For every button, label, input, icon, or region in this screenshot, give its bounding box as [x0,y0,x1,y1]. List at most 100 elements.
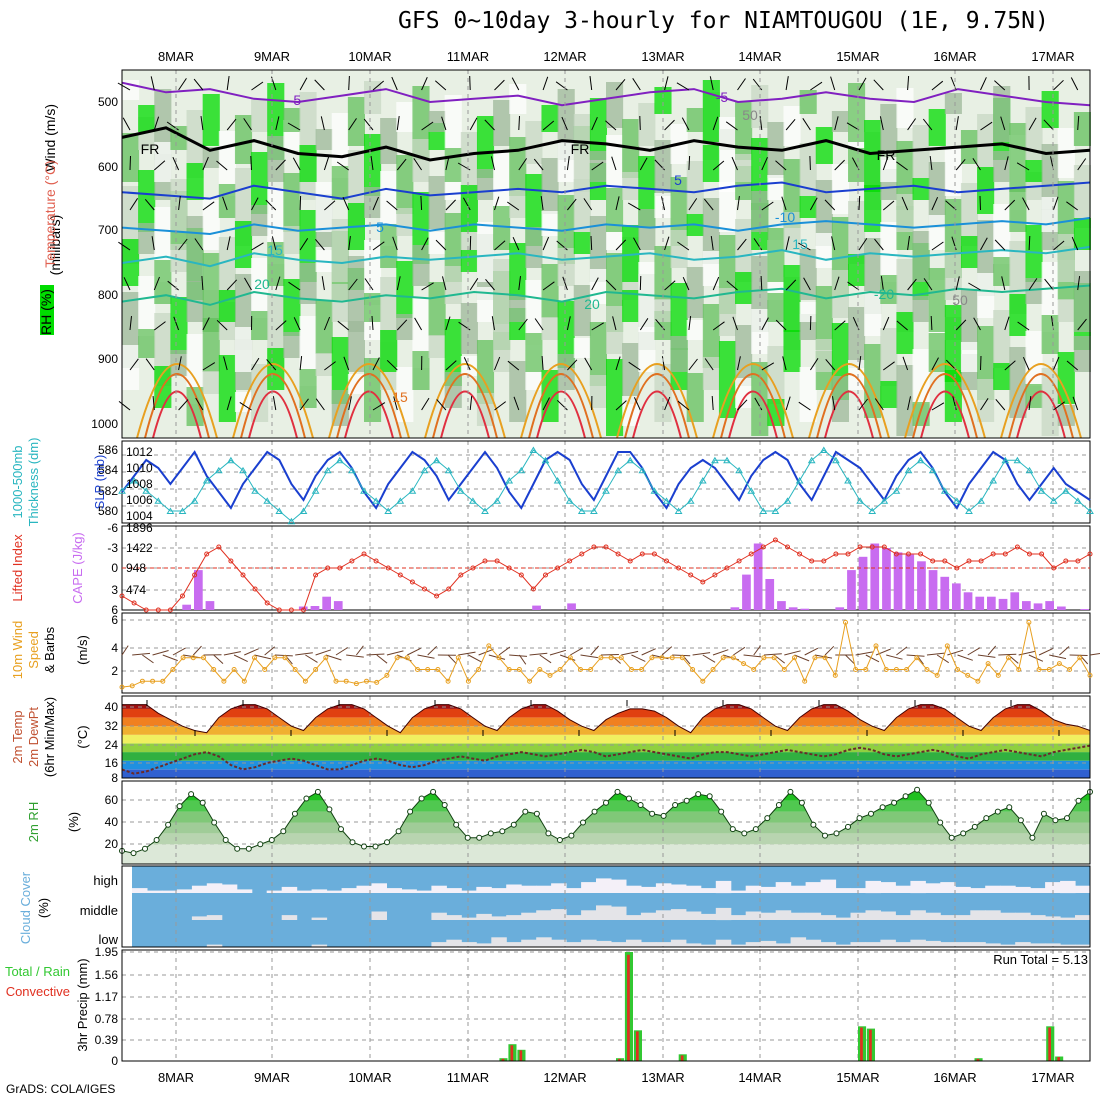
rh-shading-cell [541,158,559,214]
rh-shading-cell [444,213,462,282]
rh-shading-cell [476,169,495,200]
rh-shading-cell [735,219,753,282]
rh-shading-cell [799,196,817,218]
cloud-cover-cell [775,882,792,893]
wind-barb [824,199,836,211]
rh-shading-cell [573,179,591,232]
rh-shading-cell [170,350,188,376]
wind-barb [832,396,836,411]
contour-label: 50 [742,107,758,123]
rh-shading-cell [412,245,430,286]
wind-speed-point [802,678,808,684]
wind-barb-10m [233,654,248,663]
warm-contour [728,390,778,439]
lifted-index-point [603,544,609,550]
rh-shading-cell [686,267,704,318]
lifted-index-point [627,558,633,564]
wind-barb-10m [355,645,364,656]
rh-shading-cell [299,316,317,386]
rh-point [487,830,494,837]
rh-shading-cell [331,113,349,178]
cloud-cover-cell [1015,942,1031,947]
cloud-cover-cell [805,912,822,920]
rh-shading-cell [589,216,607,282]
cape-tick: 474 [126,583,146,597]
rh-point [257,841,264,848]
wind-barb-10m [254,654,272,660]
cape-bar [987,596,996,610]
thickness-point [565,497,574,504]
lifted-index-point [373,558,379,564]
rh-shading-cell [799,143,817,196]
thickness-tick: 586 [98,443,118,457]
cloud-cover-cell [581,939,597,947]
cloud-cover-cell [1045,943,1061,947]
wind-barb [955,116,959,131]
thickness-point [408,487,417,494]
wind-speed-point [639,667,645,672]
wind-barb [129,316,132,331]
temperature-band [122,769,1090,778]
wind-barb [712,276,720,291]
wind-speed-point [394,655,400,661]
wind-barb [226,396,232,411]
temperature-band [122,743,1090,753]
wind-barb-10m [121,645,129,656]
lifted-index-point [712,572,718,578]
wind-barb [494,79,505,91]
rh-point [407,808,414,815]
date-label-top: 9MAR [254,49,290,64]
cloud-cover-cell [461,890,477,893]
warm-contour [248,390,298,439]
wind-barb [445,316,451,331]
wind-barb [324,361,336,371]
temperature-contour [121,181,1091,200]
rh-shading-cell [686,320,704,340]
slp-tick: 1010 [126,461,153,475]
lifted-index-line [121,539,1091,611]
lifted-index-point [615,551,621,557]
cape-bar [765,579,775,610]
pressure-tick: 900 [98,352,118,366]
temperature-line [122,704,1091,734]
cloud-cover-cell [611,906,627,920]
cloud-cover-cell [700,944,717,947]
rh-shading-cell [912,296,930,322]
wind-barb [725,121,738,131]
lifted-index-point [567,558,573,564]
wind-barb [288,281,301,291]
rh-point [372,843,379,850]
cloud-cover-cell [925,883,941,893]
warm-contour [816,373,882,439]
wind-barb [810,81,823,91]
wind-barb [880,276,884,291]
wind-speed-point [343,678,349,684]
wind-barb [118,401,131,411]
rh-shading-cell [1025,331,1043,386]
cloud-cover-cell [521,912,537,920]
lifted-index-tick: 6 [111,603,118,617]
wind-speed-point [720,655,726,661]
rh-shading-cell [509,190,527,218]
wind-barb [293,317,301,331]
wind-barb-10m [458,651,476,656]
wind-barb [834,320,846,331]
rh-shading-cell [735,154,753,182]
lifted-index-point [942,558,948,564]
rh-point [660,812,667,819]
lifted-index-point [1014,544,1020,550]
wind-barb-10m [162,654,178,662]
cloud-level-label: middle [80,903,118,918]
wind-speed-point [751,667,757,672]
wind-speed-point [710,667,716,672]
cape-bar [788,607,798,610]
wind-speed-point [1056,661,1062,667]
cape-bar [753,543,763,610]
wind-speed-point [353,681,359,687]
precip-tick: 0 [111,1054,118,1068]
rh-point [533,810,540,817]
lifted-index-point [131,600,137,606]
temperature-minmax-axis-label: (6hr Min/Max) [42,697,57,777]
rh-shading-cell [251,311,269,340]
